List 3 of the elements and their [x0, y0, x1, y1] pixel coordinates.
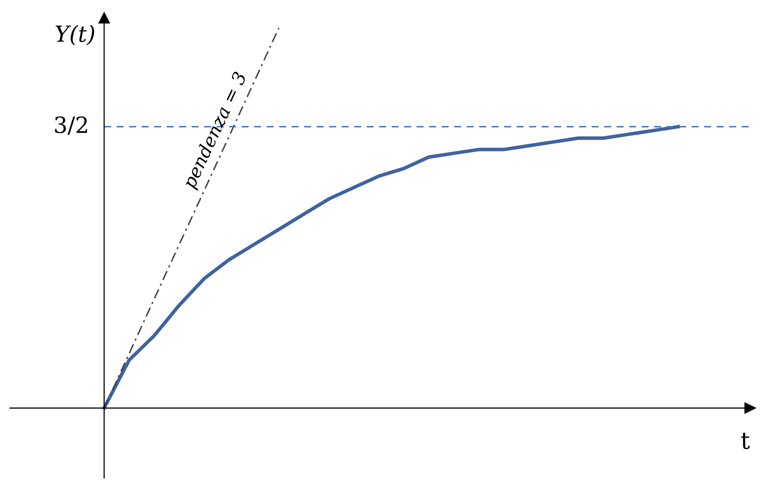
y-axis-title: Y(t) [56, 24, 94, 46]
text: 3/2 [55, 116, 87, 135]
x-axis-title: t [741, 432, 750, 450]
